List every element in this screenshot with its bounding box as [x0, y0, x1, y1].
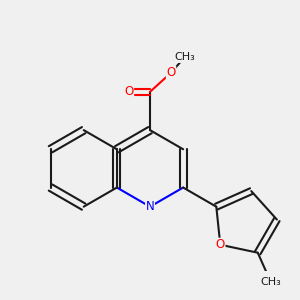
- Text: CH₃: CH₃: [261, 278, 281, 287]
- Text: O: O: [167, 66, 176, 79]
- Text: O: O: [216, 238, 225, 251]
- Text: N: N: [146, 200, 154, 213]
- Text: O: O: [124, 85, 134, 98]
- Text: CH₃: CH₃: [174, 52, 195, 62]
